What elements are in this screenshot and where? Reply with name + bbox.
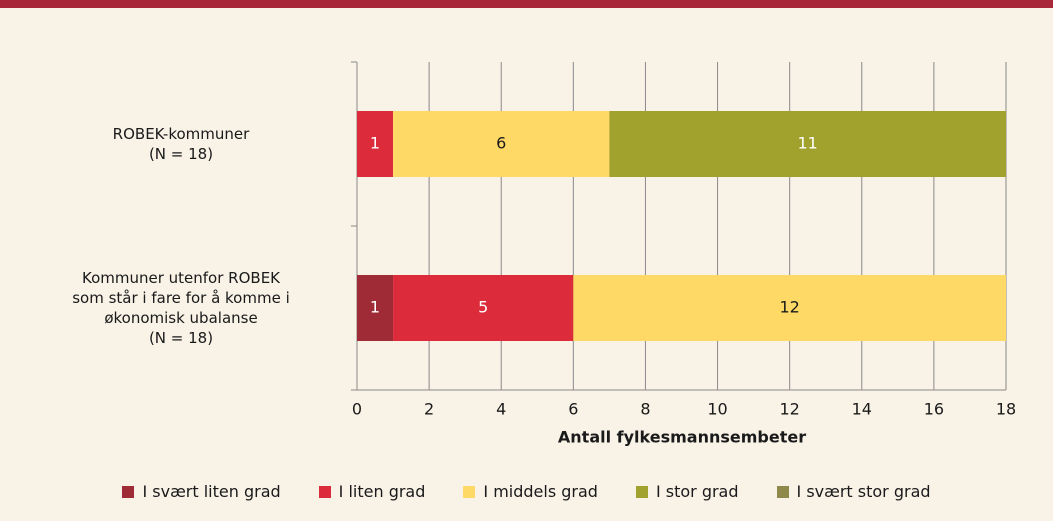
legend-label: I svært liten grad [142, 482, 281, 501]
bar-segment [357, 111, 394, 177]
legend-swatch [776, 485, 789, 498]
top-bar [0, 0, 1053, 8]
data-label: 1 [370, 134, 380, 153]
legend-swatch [122, 485, 135, 498]
y-tick-label: Kommuner utenfor ROBEK som står i fare f… [72, 269, 290, 347]
x-tick-label: 14 [852, 400, 872, 419]
x-tick-label: 16 [924, 400, 944, 419]
bar-segment [573, 275, 1006, 341]
x-tick-label: 6 [568, 400, 578, 419]
y-tick-label: ROBEK-kommuner (N = 18) [112, 125, 250, 163]
bar-segment [609, 111, 1006, 177]
legend-item: I middels grad [463, 482, 598, 501]
x-tick-label: 12 [779, 400, 799, 419]
legend-label: I svært stor grad [796, 482, 931, 501]
x-tick-label: 8 [640, 400, 650, 419]
legend-label: I liten grad [338, 482, 426, 501]
data-label: 1 [370, 298, 380, 317]
legend-swatch [318, 485, 331, 498]
data-label: 6 [496, 134, 506, 153]
legend-item: I svært stor grad [776, 482, 931, 501]
legend-label: I middels grad [483, 482, 598, 501]
bar-segment [393, 111, 610, 177]
bar-segment [357, 275, 394, 341]
data-label: 5 [478, 298, 488, 317]
x-tick-label: 18 [996, 400, 1016, 419]
legend-swatch [463, 485, 476, 498]
legend-swatch [635, 485, 648, 498]
x-tick-label: 4 [496, 400, 506, 419]
legend-item: I liten grad [318, 482, 426, 501]
bar-segment [393, 275, 574, 341]
x-tick-label: 2 [424, 400, 434, 419]
x-tick-label: 0 [352, 400, 362, 419]
x-axis-label: Antall fylkesmannsembeter [558, 428, 806, 447]
data-label: 11 [798, 134, 818, 153]
x-tick-label: 10 [707, 400, 727, 419]
legend-item: I svært liten grad [122, 482, 281, 501]
legend-label: I stor grad [655, 482, 739, 501]
legend-item: I stor grad [635, 482, 739, 501]
legend: I svært liten grad I liten grad I middels … [0, 482, 1053, 501]
data-label: 12 [779, 298, 799, 317]
